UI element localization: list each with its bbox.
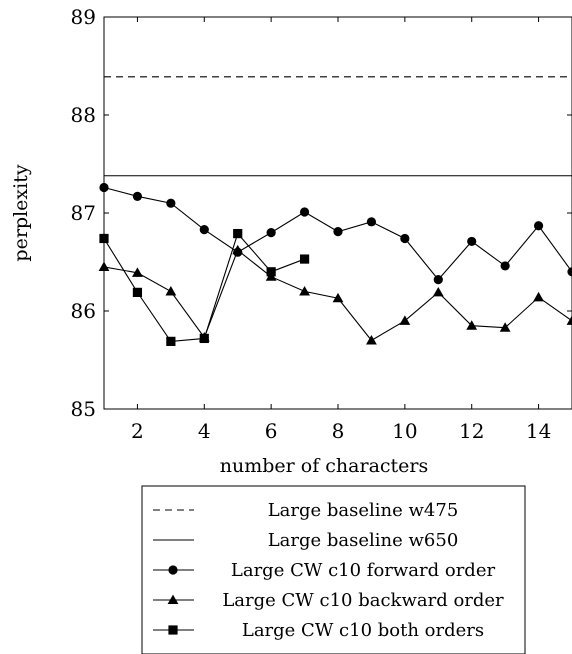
- y-axis-title: perplexity: [10, 164, 32, 261]
- series-3-point: [533, 291, 544, 302]
- series-2-point: [166, 198, 176, 208]
- series-2-point: [333, 227, 343, 237]
- series-3: [98, 244, 572, 345]
- series-2-point: [266, 228, 276, 238]
- legend-label-3: Large CW c10 backward order: [222, 590, 504, 611]
- series-2-point: [500, 261, 510, 271]
- series-4-point: [132, 287, 143, 297]
- series-4-point: [299, 254, 310, 264]
- x-tick-label: 8: [332, 419, 345, 443]
- series-2-point: [299, 207, 310, 217]
- plot-frame: [103, 16, 572, 410]
- series-3-point: [132, 267, 143, 277]
- series-3-point: [165, 286, 177, 296]
- legend-label-0: Large baseline w475: [268, 500, 459, 521]
- series-2-point: [433, 275, 443, 285]
- legend-item-1: Large baseline w650: [153, 530, 458, 551]
- series-4-point: [266, 267, 276, 277]
- series-2-point: [366, 217, 377, 227]
- series-2-point: [467, 236, 477, 247]
- legend-marker-3: [167, 594, 179, 605]
- series-3-point: [399, 315, 411, 325]
- legend-label-2: Large CW c10 forward order: [231, 560, 496, 581]
- y-tick-label: 85: [71, 397, 96, 421]
- series-4-line: [103, 232, 305, 342]
- legend-label-4: Large CW c10 both orders: [242, 620, 484, 641]
- series-3-point: [499, 322, 511, 332]
- y-tick-label: 86: [71, 299, 96, 323]
- series-2-point: [199, 225, 209, 235]
- legend-label-1: Large baseline w650: [268, 530, 459, 551]
- y-tick-label: 87: [71, 201, 96, 225]
- y-tick-label: 88: [71, 103, 96, 127]
- x-tick-label: 14: [526, 419, 551, 443]
- series-4-point: [233, 228, 243, 239]
- plot-area: [98, 76, 572, 346]
- series-2-point: [533, 221, 544, 231]
- series-3-point: [432, 286, 444, 297]
- legend-item-2: Large CW c10 forward order: [153, 560, 495, 581]
- x-tick-label: 6: [265, 419, 278, 443]
- x-tick-label: 4: [198, 419, 211, 443]
- series-3-point: [466, 320, 478, 330]
- x-tick-label: 10: [392, 419, 417, 443]
- legend-item-3: Large CW c10 backward order: [153, 590, 504, 611]
- series-2-point: [132, 191, 143, 201]
- series-4-point: [166, 336, 176, 346]
- axes: 2 4 6 8 10 12 14 85 86 87 88 89 number of characters…: [10, 5, 572, 477]
- series-4-point: [199, 333, 209, 344]
- series-3-point: [366, 335, 377, 345]
- legend-item-4: Large CW c10 both orders: [153, 620, 484, 641]
- legend: Large baseline w475 Large baseline w650 La…: [141, 485, 526, 654]
- legend-item-0: Large baseline w475: [153, 500, 458, 521]
- series-4: [99, 228, 310, 346]
- x-tick-label: 12: [459, 419, 484, 443]
- y-tick-label: 89: [71, 5, 96, 29]
- series-3-point: [332, 292, 344, 303]
- x-axis-title: number of characters: [220, 455, 429, 477]
- x-tick-label: 2: [131, 419, 144, 443]
- series-2: [99, 182, 572, 285]
- series-2-point: [400, 233, 410, 244]
- legend-box: [141, 485, 526, 654]
- legend-marker-4: [168, 625, 178, 635]
- series-3-point: [299, 286, 310, 296]
- series-2-point: [567, 267, 572, 277]
- legend-marker-2: [168, 565, 178, 575]
- series-3-point: [566, 315, 572, 325]
- series-3-point: [232, 244, 244, 255]
